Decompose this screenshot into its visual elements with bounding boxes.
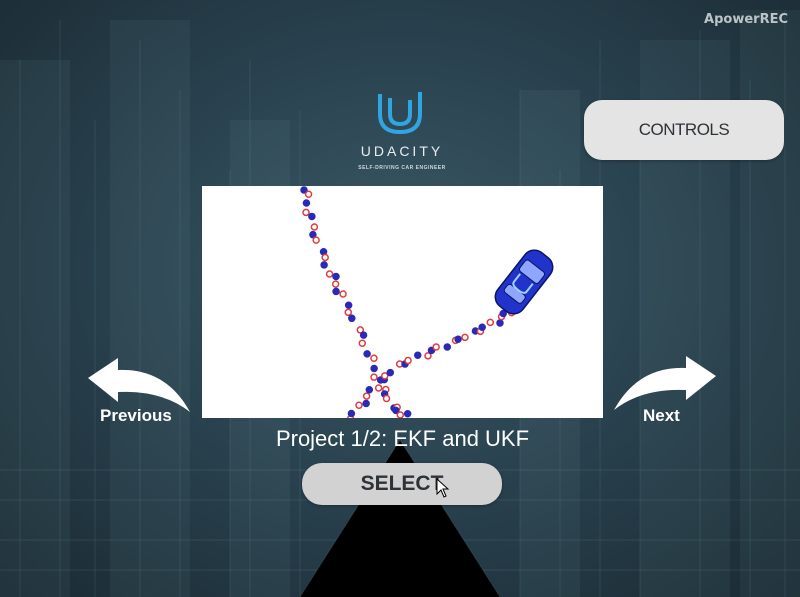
mouse-pointer-icon bbox=[436, 478, 450, 498]
estimate-marker bbox=[392, 406, 400, 415]
estimate-marker bbox=[332, 272, 340, 281]
measurement-marker bbox=[304, 190, 313, 199]
project-title: Project 1/2: EKF and UKF bbox=[275, 426, 530, 451]
measurement-marker bbox=[432, 343, 440, 351]
estimate-marker bbox=[359, 331, 368, 339]
measurement-marker bbox=[381, 372, 389, 380]
measurement-marker bbox=[321, 253, 329, 262]
measurement-marker bbox=[310, 223, 319, 231]
measurement-marker bbox=[358, 339, 367, 347]
estimate-marker bbox=[365, 385, 374, 394]
estimate-marker bbox=[454, 335, 462, 343]
previous-button[interactable]: Previous bbox=[100, 406, 172, 425]
measurement-marker bbox=[302, 208, 310, 217]
estimate-marker bbox=[362, 399, 370, 408]
measurement-marker bbox=[396, 411, 405, 418]
estimate-marker bbox=[443, 343, 452, 351]
estimate-marker bbox=[386, 368, 395, 377]
udacity-u-icon bbox=[378, 92, 422, 135]
measurement-marker bbox=[374, 384, 383, 392]
car-icon bbox=[494, 249, 554, 315]
measurement-marker bbox=[362, 392, 371, 400]
estimate-marker bbox=[496, 319, 504, 327]
measurement-marker bbox=[370, 373, 378, 381]
measurement-marker bbox=[382, 394, 391, 403]
measurement-marker bbox=[355, 401, 363, 410]
estimate-marker bbox=[344, 301, 353, 309]
measurement-marker bbox=[312, 236, 320, 244]
select-button[interactable]: SELECT bbox=[302, 463, 502, 505]
measurement-marker bbox=[486, 318, 495, 327]
watermark-text: ApowerREC bbox=[704, 12, 788, 27]
estimate-marker bbox=[499, 309, 507, 318]
measurement-marker bbox=[404, 356, 412, 365]
measurement-marker bbox=[424, 352, 432, 360]
estimate-marker bbox=[370, 364, 378, 373]
controls-button[interactable]: CONTROLS bbox=[584, 100, 784, 160]
estimate-marker bbox=[478, 323, 486, 331]
measurement-marker bbox=[461, 333, 469, 342]
measurement-marker bbox=[344, 308, 352, 317]
udacity-logo: UDACITY SELF-DRIVING CAR ENGINEER bbox=[352, 88, 452, 178]
estimate-marker bbox=[348, 314, 356, 323]
trajectory-plot bbox=[300, 186, 554, 418]
estimate-marker bbox=[363, 350, 371, 358]
measurement-marker bbox=[331, 280, 340, 288]
estimate-marker bbox=[320, 261, 328, 269]
measurement-marker bbox=[356, 326, 365, 334]
estimate-marker bbox=[302, 199, 311, 207]
estimate-marker bbox=[414, 351, 422, 359]
logo-wordmark: UDACITY bbox=[360, 143, 444, 159]
measurement-marker bbox=[325, 270, 334, 278]
estimate-marker bbox=[347, 409, 356, 418]
project-preview-image bbox=[202, 186, 603, 418]
measurement-marker bbox=[370, 354, 378, 363]
estimate-marker bbox=[309, 230, 317, 239]
curved-left-arrow-icon[interactable] bbox=[86, 356, 192, 416]
logo-subtitle: SELF-DRIVING CAR ENGINEER bbox=[358, 165, 446, 171]
next-button[interactable]: Next bbox=[643, 406, 680, 425]
measurement-marker bbox=[339, 290, 347, 298]
estimate-marker bbox=[300, 186, 308, 194]
curved-right-arrow-icon[interactable] bbox=[612, 354, 718, 414]
estimate-marker bbox=[332, 287, 340, 296]
estimate-marker bbox=[403, 409, 412, 418]
estimate-marker bbox=[308, 212, 316, 221]
